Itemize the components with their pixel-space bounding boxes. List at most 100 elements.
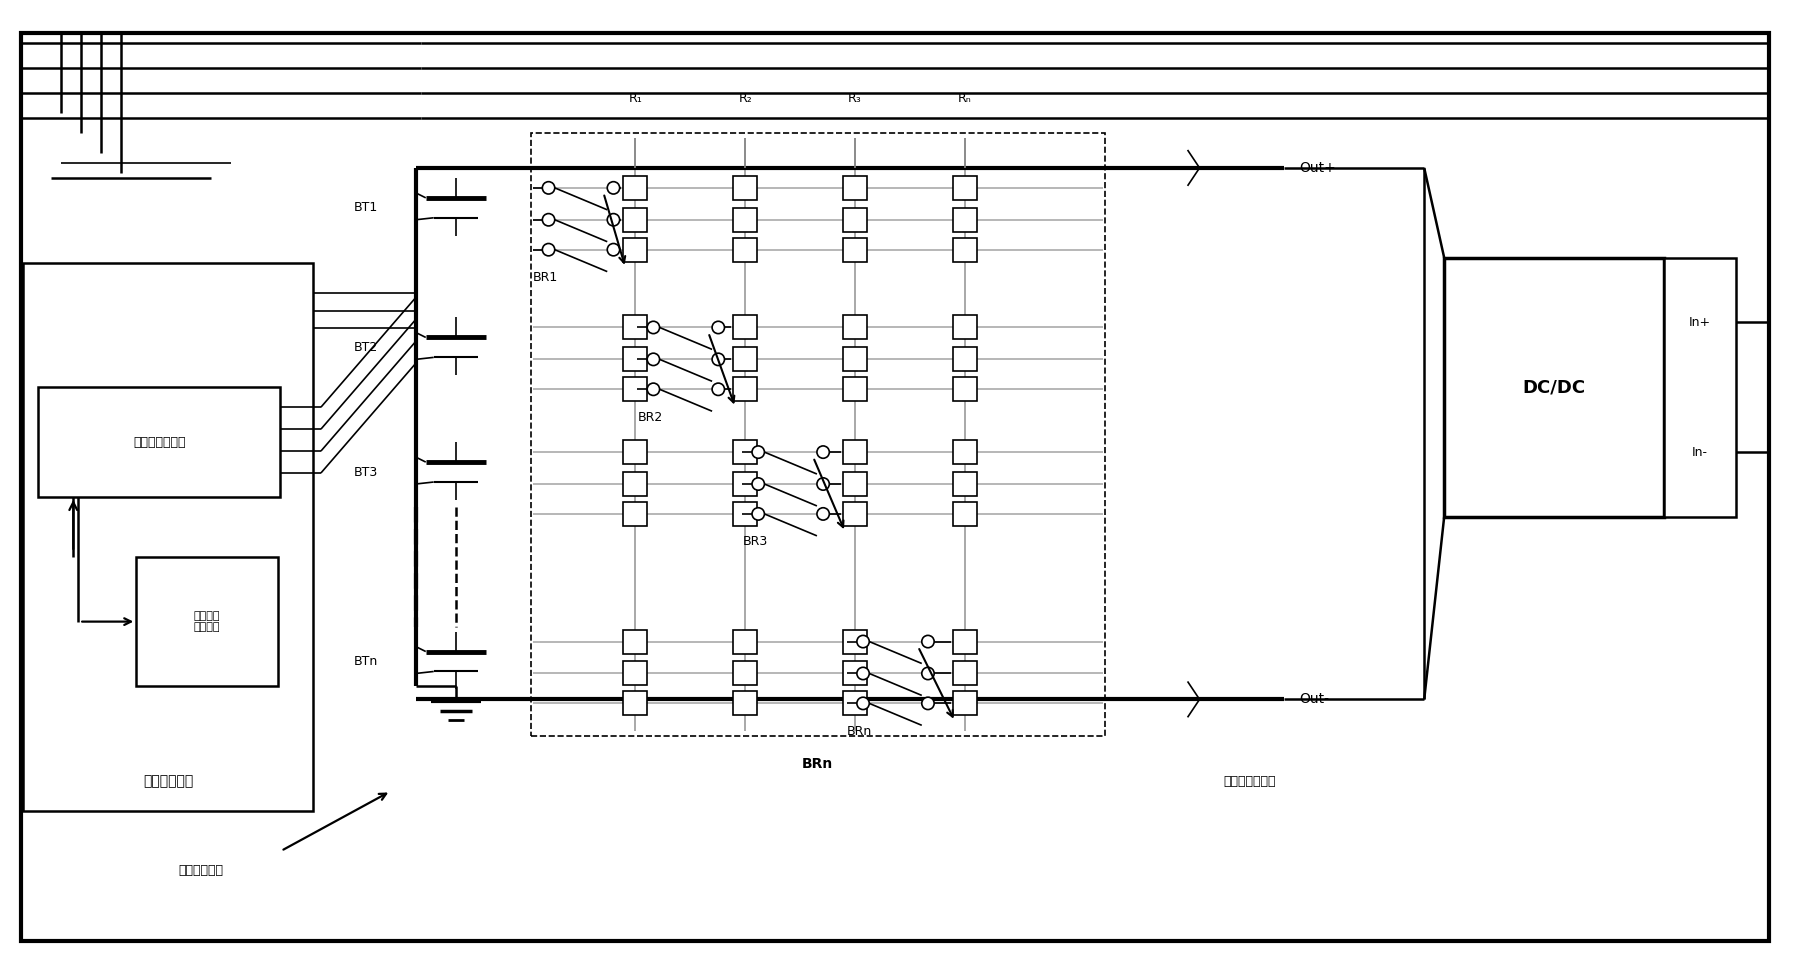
Text: 检测控制单元: 检测控制单元 <box>143 774 194 788</box>
Bar <box>733 472 757 496</box>
Text: Out+: Out+ <box>1300 161 1337 175</box>
Text: BR2: BR2 <box>637 411 663 424</box>
Bar <box>844 316 867 339</box>
Circle shape <box>647 353 659 365</box>
Bar <box>1443 258 1664 517</box>
Text: BT3: BT3 <box>353 466 378 478</box>
Bar <box>953 502 976 526</box>
Circle shape <box>817 446 829 458</box>
Circle shape <box>607 182 619 194</box>
Bar <box>623 208 647 231</box>
Circle shape <box>541 214 554 226</box>
Text: BR1: BR1 <box>532 271 558 284</box>
Circle shape <box>712 383 724 396</box>
Text: 继电器控制电路: 继电器控制电路 <box>132 435 185 449</box>
Bar <box>733 176 757 200</box>
Circle shape <box>752 478 764 490</box>
Bar <box>733 691 757 715</box>
Bar <box>844 238 867 261</box>
Bar <box>733 238 757 261</box>
Bar <box>733 347 757 371</box>
Text: BRn: BRn <box>848 725 873 738</box>
Bar <box>623 176 647 200</box>
Text: BTn: BTn <box>353 655 378 668</box>
Circle shape <box>752 507 764 520</box>
Bar <box>733 630 757 653</box>
Bar <box>733 316 757 339</box>
Text: BR3: BR3 <box>743 536 768 548</box>
Circle shape <box>541 244 554 256</box>
Text: BT2: BT2 <box>353 341 378 354</box>
Circle shape <box>647 322 659 333</box>
Circle shape <box>922 697 934 710</box>
Bar <box>953 472 976 496</box>
Bar <box>953 208 976 231</box>
Text: In+: In+ <box>1688 316 1711 329</box>
Bar <box>1664 258 1735 517</box>
Bar <box>953 662 976 685</box>
Bar <box>953 630 976 653</box>
Circle shape <box>817 507 829 520</box>
Bar <box>623 316 647 339</box>
Bar <box>953 347 976 371</box>
Text: R₂: R₂ <box>739 91 752 105</box>
Bar <box>844 176 867 200</box>
Circle shape <box>712 353 724 365</box>
Bar <box>24 262 313 811</box>
Bar <box>844 347 867 371</box>
Bar <box>733 377 757 401</box>
Text: BT1: BT1 <box>353 201 378 214</box>
Bar <box>531 133 1105 736</box>
Bar <box>733 440 757 464</box>
Bar <box>844 208 867 231</box>
Text: 单体电压
检测电路: 单体电压 检测电路 <box>194 610 221 633</box>
Circle shape <box>857 636 869 647</box>
Bar <box>953 316 976 339</box>
Bar <box>733 662 757 685</box>
Circle shape <box>541 182 554 194</box>
Circle shape <box>712 322 724 333</box>
Bar <box>953 176 976 200</box>
Circle shape <box>647 383 659 396</box>
Bar <box>844 502 867 526</box>
Bar <box>844 630 867 653</box>
Bar <box>953 440 976 464</box>
Text: 均衡控制继电器: 均衡控制继电器 <box>1222 775 1275 787</box>
Bar <box>623 347 647 371</box>
Bar <box>623 691 647 715</box>
Bar <box>953 691 976 715</box>
Bar <box>136 557 277 686</box>
Circle shape <box>607 214 619 226</box>
Text: Out-: Out- <box>1300 692 1329 707</box>
Circle shape <box>817 478 829 490</box>
Bar <box>623 440 647 464</box>
Text: R₃: R₃ <box>848 91 862 105</box>
Bar <box>844 472 867 496</box>
Bar <box>623 662 647 685</box>
Bar <box>623 472 647 496</box>
Circle shape <box>857 697 869 710</box>
Bar <box>844 691 867 715</box>
Bar <box>844 662 867 685</box>
Bar <box>623 502 647 526</box>
Text: Rₙ: Rₙ <box>958 91 973 105</box>
Bar <box>733 502 757 526</box>
Circle shape <box>922 636 934 647</box>
Bar <box>733 208 757 231</box>
Circle shape <box>857 668 869 679</box>
Bar <box>953 238 976 261</box>
Text: In-: In- <box>1691 445 1708 459</box>
Bar <box>623 238 647 261</box>
Text: 电压检测排线: 电压检测排线 <box>179 864 223 878</box>
Circle shape <box>922 668 934 679</box>
Text: BRn: BRn <box>802 757 833 771</box>
Bar <box>844 440 867 464</box>
Bar <box>623 630 647 653</box>
Bar <box>38 387 281 497</box>
Text: R₁: R₁ <box>628 91 643 105</box>
Text: DC/DC: DC/DC <box>1523 378 1586 397</box>
Circle shape <box>752 446 764 458</box>
Bar <box>953 377 976 401</box>
Circle shape <box>607 244 619 256</box>
Bar <box>844 377 867 401</box>
